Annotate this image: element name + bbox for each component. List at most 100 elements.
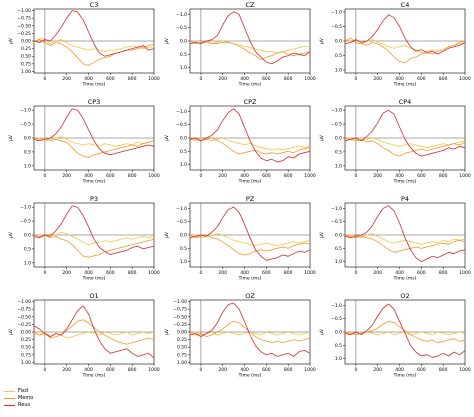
y-axis-label: µV	[164, 328, 170, 335]
series-line-fixed	[189, 40, 310, 54]
x-tick-label: 800	[284, 76, 293, 82]
y-tick-label: 0.0	[335, 39, 342, 45]
series-line-fixed	[33, 231, 155, 246]
subplot-title: P3	[90, 195, 98, 203]
x-tick-label: 600	[262, 270, 271, 276]
legend: Fixd Memo Reus	[4, 388, 33, 409]
x-tick-label: 200	[62, 367, 71, 373]
x-tick-label: 400	[395, 270, 404, 276]
x-tick-label: 1000	[459, 173, 471, 179]
y-tick-label: 0.0	[180, 39, 187, 45]
y-tick-label: −1.0	[176, 206, 187, 212]
series-line-reuse	[344, 14, 466, 55]
x-tick-label: 400	[395, 173, 404, 179]
y-tick-label: 0.00	[21, 330, 31, 336]
y-tick-label: 0.50	[21, 54, 31, 60]
y-tick-label: 0.50	[21, 345, 31, 351]
y-tick-label: −1.0	[331, 108, 342, 114]
y-tick-label: −0.5	[176, 122, 187, 128]
x-tick-label: 0	[43, 173, 46, 179]
y-tick-label: 0.0	[180, 233, 187, 239]
x-tick-label: 400	[84, 173, 93, 179]
y-tick-label: 0.5	[335, 246, 342, 252]
subplot-title: CP4	[399, 98, 412, 106]
y-tick-label: −1.0	[331, 9, 342, 15]
x-tick-label: 1000	[459, 270, 471, 276]
y-tick-label: 1.0	[24, 260, 31, 266]
legend-item-fixed: Fixd	[4, 388, 33, 395]
y-tick-label: −1.00	[17, 8, 31, 14]
y-tick-label: 1.0	[335, 259, 342, 265]
y-tick-label: 0.0	[180, 136, 187, 142]
y-tick-label: 0.75	[177, 352, 187, 358]
subplot-c4: C4 0 200 400 600 800 1000 Time (ms) −1.0 −0.5 0.0 0…	[319, 1, 471, 88]
series-line-fixed	[33, 331, 155, 339]
x-tick-label: 200	[62, 270, 71, 276]
y-tick-label: 0.0	[335, 136, 342, 142]
x-tick-label: 200	[218, 270, 227, 276]
x-axis-label: Time (ms)	[238, 82, 262, 88]
subplot-title: CP3	[88, 98, 101, 106]
x-tick-label: 800	[128, 367, 137, 373]
x-axis-label: Time (ms)	[82, 276, 106, 282]
series-line-memo	[189, 137, 311, 155]
legend-item-memo: Memo	[4, 395, 33, 402]
y-tick-label: 0.25	[177, 337, 187, 343]
x-tick-label: 400	[395, 76, 404, 82]
y-tick-label: −0.5	[20, 122, 31, 128]
y-tick-label: −0.5	[331, 219, 342, 225]
y-tick-label: −0.5	[176, 219, 187, 225]
x-tick-label: 200	[373, 173, 382, 179]
x-tick-label: 600	[417, 367, 426, 373]
series-line-fixed	[189, 137, 311, 151]
y-tick-label: −0.5	[331, 316, 342, 322]
y-tick-label: 0.5	[180, 246, 187, 252]
series-line-memo	[344, 234, 466, 253]
x-tick-label: 200	[373, 76, 382, 82]
subplot-title: CZ	[246, 1, 256, 9]
subplot-title: O2	[400, 292, 409, 300]
x-axis-label: Time (ms)	[393, 276, 417, 282]
y-tick-label: −0.50	[17, 314, 31, 320]
x-tick-label: 1000	[304, 270, 316, 276]
y-tick-label: −1.00	[17, 299, 31, 305]
x-tick-label: 800	[128, 76, 137, 82]
legend-label-reuse: Reus	[18, 402, 31, 408]
x-tick-label: 0	[354, 270, 357, 276]
x-axis-label: Time (ms)	[393, 179, 417, 185]
y-tick-label: −0.5	[176, 25, 187, 31]
subplot-cz: CZ 0 200 400 600 800 1000 Time (ms) −1.0 −0.5 0.0 0…	[164, 1, 316, 88]
y-tick-label: 0.25	[21, 337, 31, 343]
x-tick-label: 400	[84, 367, 93, 373]
x-tick-label: 800	[284, 173, 293, 179]
x-tick-label: 200	[373, 367, 382, 373]
x-tick-label: 0	[199, 367, 202, 373]
legend-swatch-reuse	[4, 405, 15, 406]
y-axis-label: µV	[164, 231, 170, 238]
x-tick-label: 600	[106, 270, 115, 276]
y-tick-label: 0.5	[24, 149, 31, 155]
y-tick-label: 0.5	[335, 343, 342, 349]
x-tick-label: 0	[43, 367, 46, 373]
x-tick-label: 1000	[148, 173, 160, 179]
y-tick-label: 1.00	[21, 69, 31, 75]
x-tick-label: 1000	[459, 76, 471, 82]
y-tick-label: −1.00	[173, 299, 187, 305]
y-tick-label: 1.0	[180, 65, 187, 71]
subplot-p3: P3 0 200 400 600 800 1000 Time (ms) −1.0 −0.5 0.0 0…	[8, 195, 160, 282]
subplot-cp3: CP3 0 200 400 600 800 1000 Time (ms) −1.0 −0.5 0.0…	[8, 98, 160, 185]
subplot-title: PZ	[246, 195, 255, 203]
series-line-fixed	[344, 233, 466, 245]
x-tick-label: 1000	[148, 367, 160, 373]
y-tick-label: −0.5	[20, 219, 31, 225]
x-tick-label: 600	[417, 173, 426, 179]
x-axis-label: Time (ms)	[238, 276, 262, 282]
y-tick-label: 0.00	[21, 39, 31, 45]
series-line-fixed	[33, 37, 154, 53]
y-tick-label: 0.0	[24, 136, 31, 142]
y-tick-label: 1.0	[335, 163, 342, 169]
y-tick-label: 0.0	[335, 330, 342, 336]
y-tick-label: −1.0	[20, 108, 31, 114]
x-tick-label: 800	[284, 270, 293, 276]
x-tick-label: 800	[284, 367, 293, 373]
